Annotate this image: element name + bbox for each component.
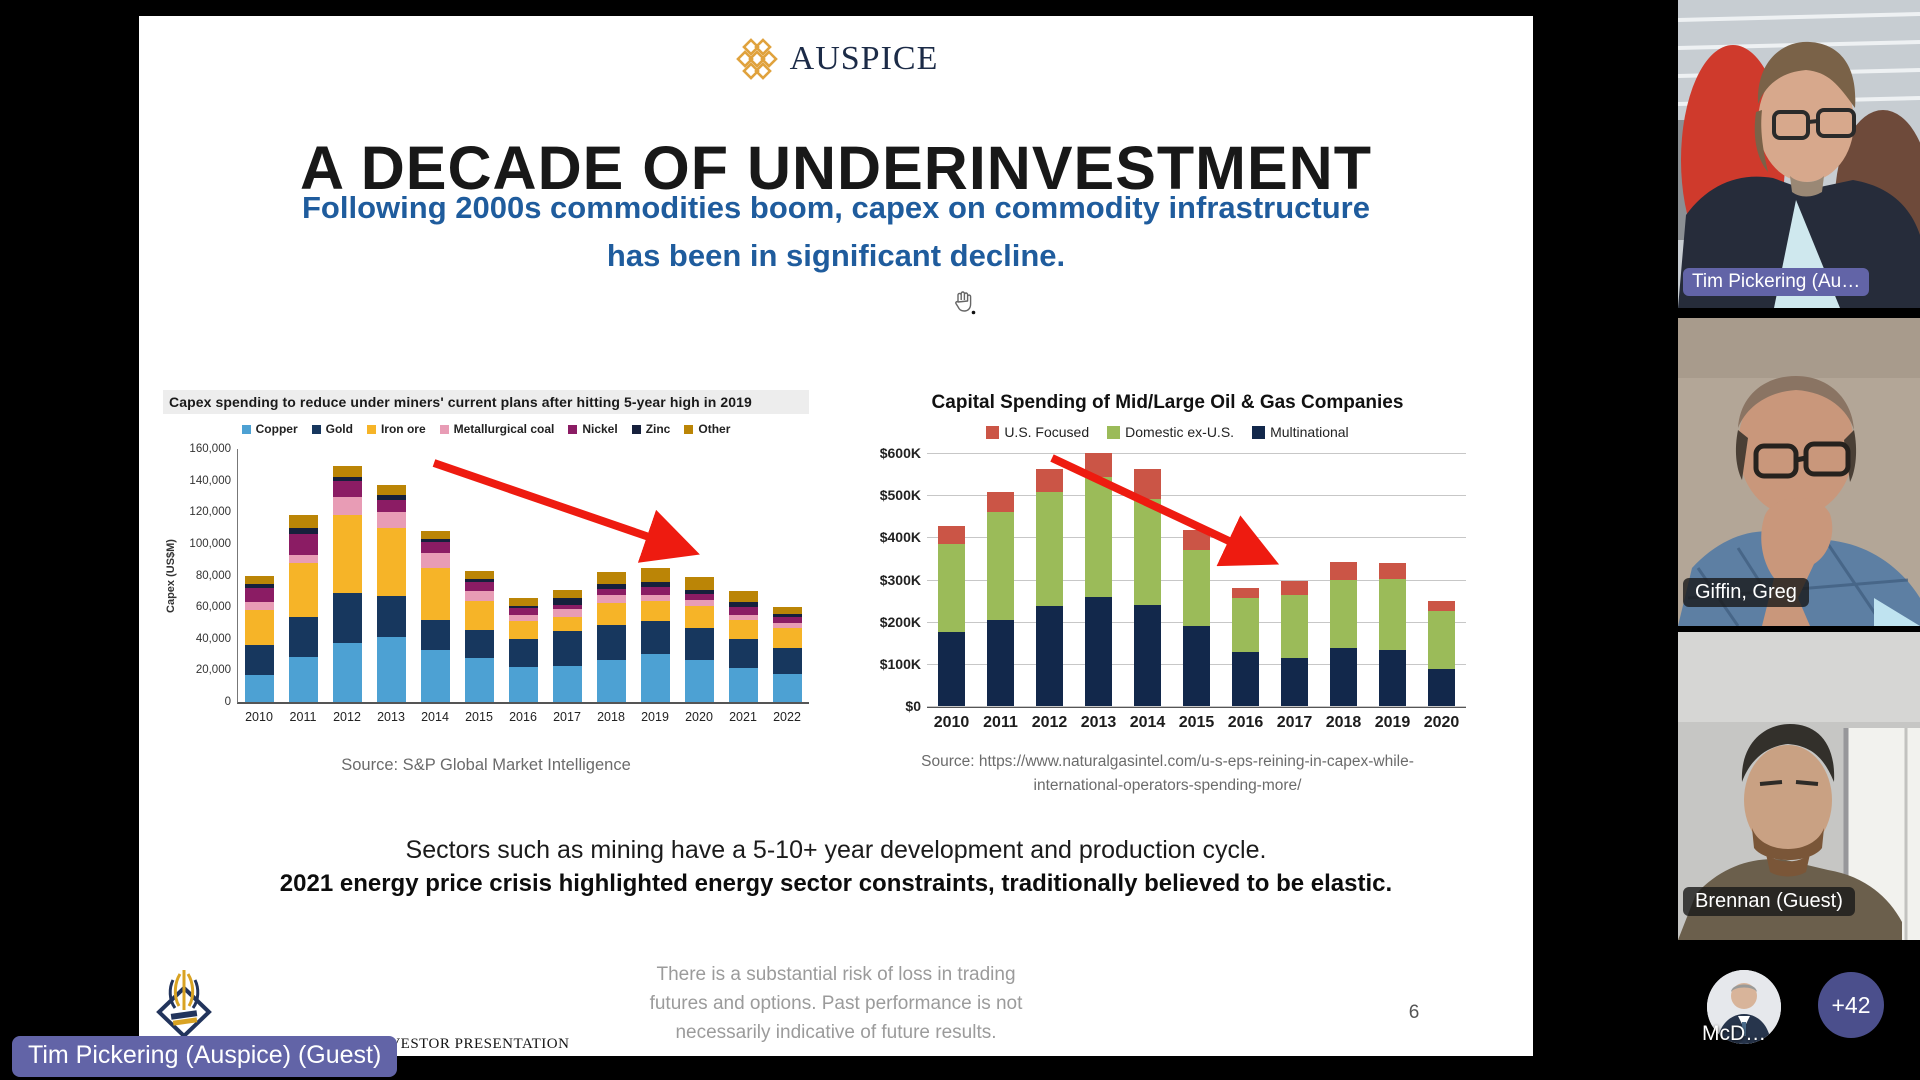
slide-body-line2: 2021 energy price crisis highlighted ene… [279,870,1393,897]
left-chart-x-labels: 2010 2011 2012 2013 2014 2015 2016 2017 2018 2019… [245,710,801,724]
participant-rail: Tim Pickering (Au… [1678,0,1920,1080]
right-chart-source: Source: https://www.naturalgasintel.com/… [921,753,1414,795]
mining-capex-chart: Capex spending to reduce under miners' c… [163,390,809,724]
participant-video-giffin-greg[interactable]: Giffin, Greg [1678,318,1920,626]
left-chart-legend: Copper Gold Iron ore Metallurgical coal Nick… [163,422,809,436]
presentation-slide: AUSPICE A DECADE OF UNDERINVESTMENT Foll… [139,16,1533,1056]
footer-emblem-icon [156,970,212,1039]
participant-camera-feed [1678,0,1920,308]
left-chart-bars [238,449,809,702]
left-chart-title: Capex spending to reduce under miners' c… [163,390,809,414]
participant-name-tag: Brennan (Guest) [1683,887,1855,916]
page-number: 6 [1408,1002,1420,1023]
slide-title: A DECADE OF UNDERINVESTMENT [300,133,1372,202]
participant-video-tim-pickering[interactable]: Tim Pickering (Au… [1678,0,1920,308]
risk-disclaimer: There is a substantial risk of loss in t… [649,964,1023,1043]
logo-wordmark: AUSPICE [789,40,939,77]
auspice-logo: AUSPICE [139,37,1533,81]
participant-name-tag: Tim Pickering (Au… [1683,268,1870,296]
right-chart-x-labels: 2010 2011 2012 2013 2014 2015 2016 2017 2018 2019… [933,714,1460,731]
avatar-photo [1707,970,1781,1044]
participant-name-tag: Giffin, Greg [1683,578,1809,607]
oil-gas-capex-chart: Capital Spending of Mid/Large Oil & Gas … [869,390,1466,732]
participant-name-mcd: McD… [1702,1022,1767,1045]
left-chart-plot [237,449,809,704]
slide-subtitle-line1: Following 2000s commodities boom, capex … [302,190,1370,225]
auspice-lattice-icon [735,38,778,80]
right-chart-legend: U.S. Focused Domestic ex-U.S. Multinationa… [869,424,1466,440]
participant-avatar-mcd[interactable] [1707,970,1781,1044]
right-chart-plot [927,453,1466,708]
footer-deck-title-fragment: x – INVESTOR PRESENTATION [348,1036,570,1052]
left-chart-y-axis-label: Capex (US$M) [165,538,177,613]
overflow-participants-badge[interactable]: +42 [1818,972,1884,1038]
slide-subtitle-line2: has been in significant decline. [606,238,1066,273]
left-chart-y-ticks: 160,000 140,000 120,000 100,000 80,000 60,000… [189,443,231,708]
slide-body-line1: Sectors such as mining have a 5-10+ year… [405,836,1267,864]
presenter-name-tag: Tim Pickering (Auspice) (Guest) [12,1036,398,1077]
right-chart-y-ticks: $600K $500K $400K $300K $200K $100K $0 [879,445,921,714]
right-chart-title: Capital Spending of Mid/Large Oil & Gas … [931,392,1404,413]
hand-cursor-icon [955,291,976,315]
left-chart-source: Source: S&P Global Market Intelligence [341,756,631,774]
right-chart-bars [927,453,1466,706]
participant-video-brennan[interactable]: Brennan (Guest) [1678,632,1920,940]
